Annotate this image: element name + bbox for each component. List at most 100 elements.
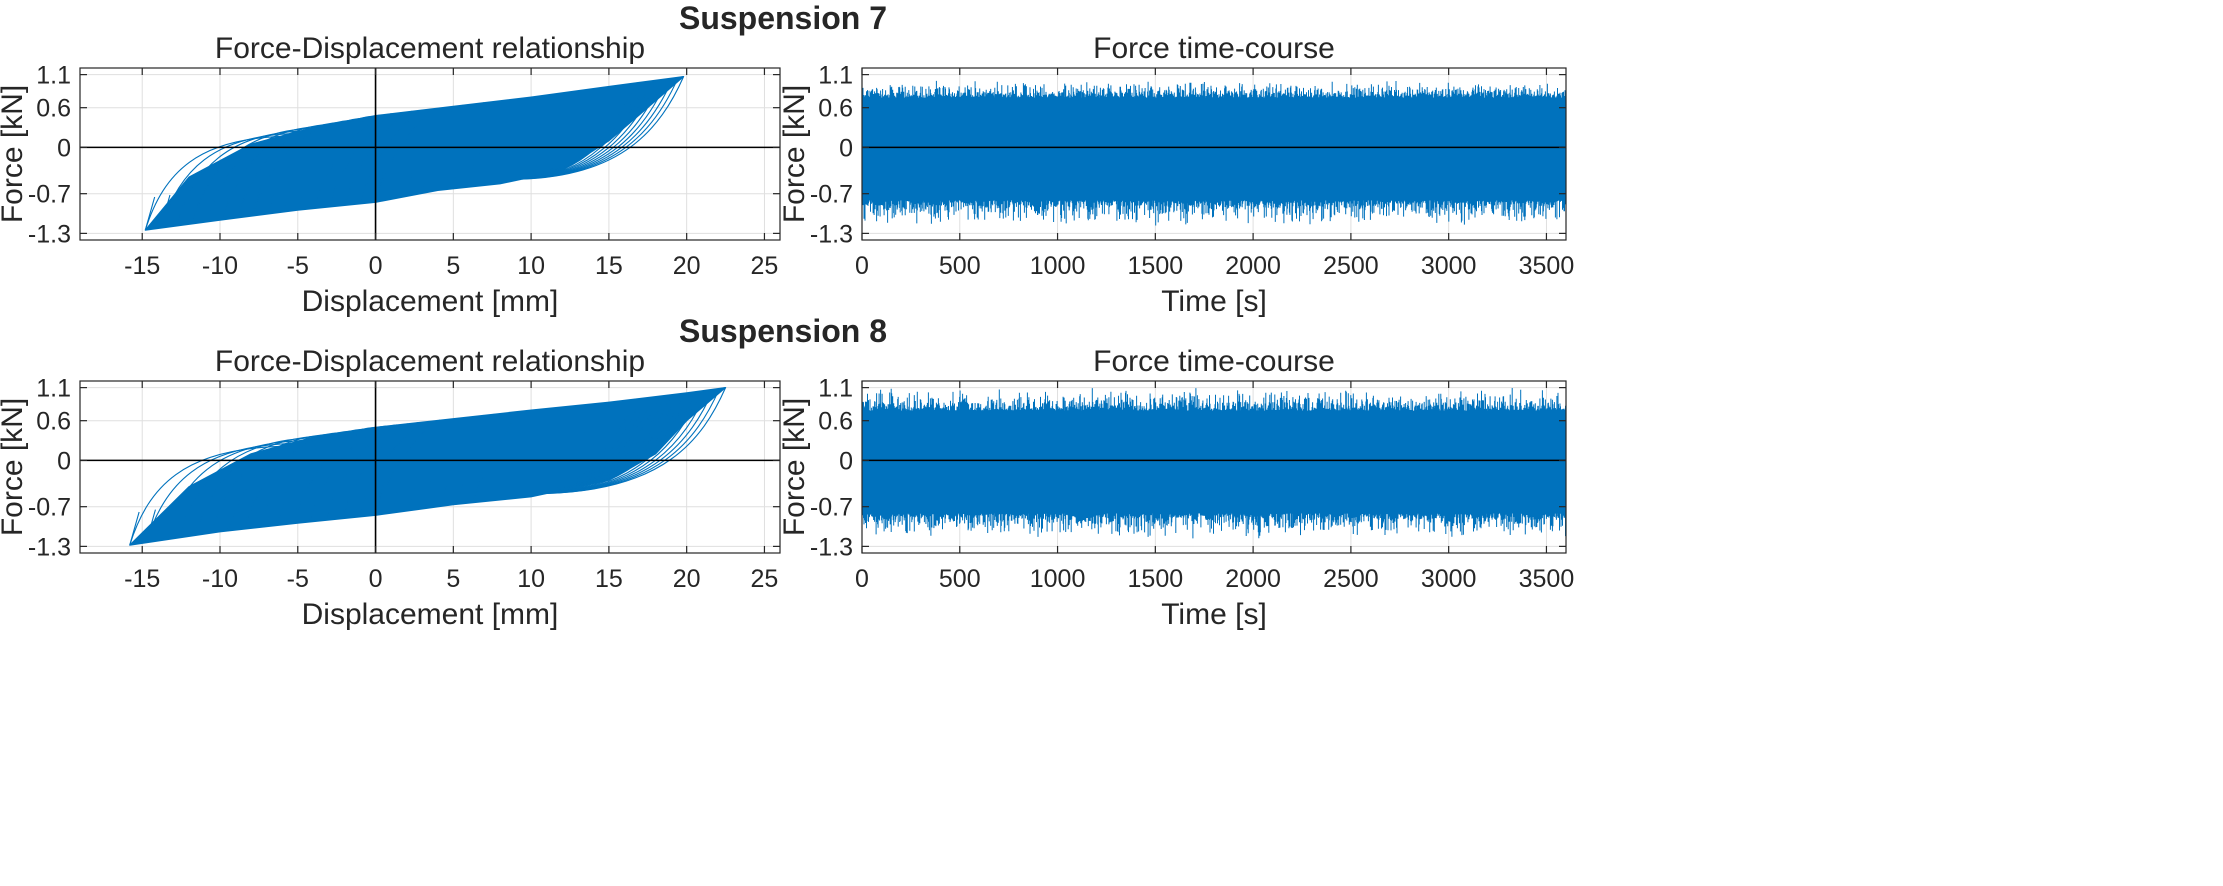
axes-box [861, 380, 1567, 554]
loop-curve [455, 413, 499, 505]
signal-trace [862, 80, 1566, 226]
data-layer [129, 387, 727, 546]
y-tick-label: -0.7 [28, 181, 71, 209]
loop-curve [465, 101, 504, 188]
loop-edge [435, 157, 446, 191]
x-tick-label: 10 [517, 565, 545, 593]
loop-curve [243, 430, 354, 530]
loop-curve [420, 104, 466, 194]
y-axis-label: Force [kN] [778, 85, 811, 223]
loop-curve [292, 425, 387, 524]
loop-curve [221, 123, 331, 221]
peak-outline [678, 387, 726, 399]
loop-edge [282, 178, 293, 213]
loop-curve [374, 108, 433, 203]
x-tick-label: 500 [939, 565, 981, 593]
peak-outline [636, 76, 684, 88]
loop-curve [328, 111, 402, 208]
x-axis-label: Displacement [mm] [302, 598, 559, 631]
suptitle-suspension-8: Suspension 8 [678, 313, 888, 349]
loop-curve [472, 412, 513, 503]
loop-edge [221, 186, 232, 221]
loop-curve [557, 398, 637, 492]
x-tick-label: 5 [446, 565, 460, 593]
loop-edge [423, 475, 434, 509]
loop-curve [297, 114, 382, 211]
loop-edge [308, 488, 320, 523]
x-tick-label: -5 [287, 565, 309, 593]
loop-curve [313, 113, 392, 209]
loop-edge [251, 182, 263, 217]
loop-curve [555, 402, 607, 492]
loop-edge [194, 502, 205, 536]
x-tick-label: 1000 [1030, 565, 1086, 593]
chart-panel: -15 -10 -5 0 5 10 15 20 25 -1.3 -0.7 0 0.6 1.1 Force-D… [0, 32, 781, 318]
loop-curve [267, 117, 362, 215]
loop-curve [558, 400, 619, 492]
x-tick-label: 1000 [1030, 252, 1086, 280]
loop-curve [535, 86, 605, 177]
data-layer [144, 76, 685, 231]
loop-curve [450, 102, 491, 190]
x-axis-label: Time [s] [1161, 598, 1267, 631]
loop-curve [276, 426, 376, 526]
x-tick-label: 2000 [1225, 565, 1281, 593]
loop-curve [178, 437, 311, 539]
loop-edge [465, 154, 477, 188]
x-tick-label: -15 [124, 252, 160, 280]
loop-edge [358, 170, 370, 205]
x-axis-label: Time [s] [1161, 285, 1267, 318]
loop-curve [194, 435, 322, 536]
x-tick-label: 3000 [1421, 252, 1477, 280]
loop-curve [358, 109, 423, 205]
axes-box [79, 67, 781, 241]
x-tick-label: 0 [369, 565, 383, 593]
y-tick-label: 1.1 [818, 375, 853, 403]
loop-curve [282, 115, 372, 213]
x-tick-label: 20 [673, 252, 701, 280]
loop-curve [533, 89, 584, 177]
loop-edge [472, 469, 483, 503]
y-tick-label: 0 [839, 134, 853, 162]
loop-curve [308, 424, 397, 523]
x-tick-label: 2500 [1323, 252, 1379, 280]
x-tick-label: 3500 [1519, 565, 1575, 593]
loop-curve [439, 414, 486, 507]
loop-curve [390, 418, 451, 514]
axes-box [861, 67, 1567, 241]
loop-edge [236, 184, 247, 219]
loop-edge [205, 188, 217, 223]
loop-edge [161, 507, 173, 541]
data-layer [862, 80, 1566, 226]
loop-curve [534, 86, 611, 177]
loop-edge [178, 504, 189, 539]
loop-edge [160, 194, 171, 229]
y-axis-label: Force [kN] [0, 398, 29, 536]
x-tick-label: -10 [202, 252, 238, 280]
loop-curve [535, 87, 600, 177]
suptitle-suspension-7: Suspension 7 [678, 0, 888, 36]
loop-curve [557, 401, 613, 492]
y-tick-label: -1.3 [810, 533, 853, 561]
loop-edge [439, 473, 450, 507]
data-layer [862, 388, 1566, 539]
x-tick-label: 3000 [1421, 565, 1477, 593]
loop-edge [145, 509, 156, 543]
y-tick-label: -1.3 [28, 533, 71, 561]
loop-edge [389, 166, 400, 200]
x-axis-label: Displacement [mm] [302, 285, 559, 318]
loop-curve [553, 402, 601, 491]
x-tick-label: 0 [369, 252, 383, 280]
chart-title: Force time-course [1093, 345, 1335, 378]
loop-edge [450, 155, 462, 190]
chart-title: Force time-course [1093, 32, 1335, 65]
chart-title: Force-Displacement relationship [215, 32, 645, 65]
loop-edge [175, 192, 186, 227]
loop-edge [190, 190, 202, 225]
loop-edge [259, 494, 271, 528]
y-tick-label: 0.6 [36, 95, 71, 123]
loop-edge [390, 479, 401, 514]
loop-curve [236, 121, 341, 219]
loop-curve [357, 420, 430, 518]
